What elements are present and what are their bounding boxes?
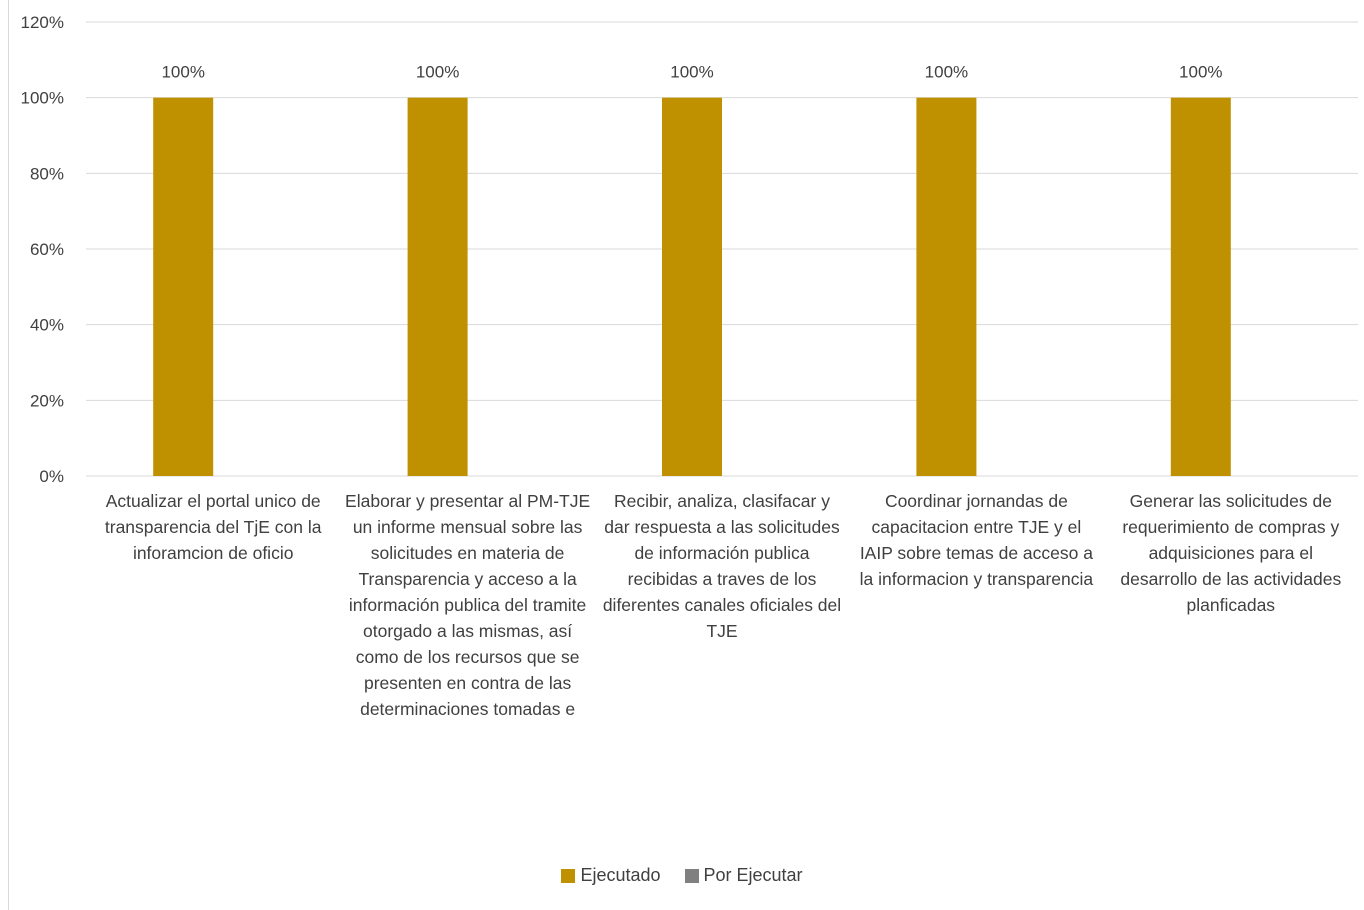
bar-ejecutado [916, 97, 977, 477]
legend-label: Ejecutado [580, 865, 661, 885]
y-tick-label: 60% [30, 240, 64, 259]
x-tick-label: Generar las solicitudes de requerimiento… [1120, 491, 1342, 615]
legend-item: Por Ejecutar [684, 865, 803, 886]
data-label: 100% [925, 63, 968, 82]
bar-ejecutado [662, 97, 722, 477]
y-tick-label: 20% [30, 391, 64, 410]
data-label: 100% [670, 63, 713, 82]
bar-ejecutado [407, 97, 468, 477]
bar-ejecutado [153, 97, 214, 477]
bar-ejecutado [1170, 97, 1231, 477]
x-tick-label: Elaborar y presentar al PM-TJE un inform… [345, 491, 591, 719]
legend: Ejecutado Por Ejecutar [0, 865, 1364, 886]
y-tick-label: 120% [21, 13, 64, 32]
y-tick-label: 40% [30, 316, 64, 335]
y-tick-label: 0% [39, 467, 64, 486]
data-label: 100% [1179, 63, 1222, 82]
x-tick-label: Actualizar el portal unico de transparen… [104, 491, 322, 563]
legend-item: Ejecutado [561, 865, 661, 886]
y-tick-label: 100% [21, 89, 64, 108]
x-tick-label: Recibir, analiza, clasifacar y dar respu… [602, 491, 842, 641]
legend-swatch [561, 868, 576, 883]
chart-frame-edge [8, 0, 9, 910]
data-label: 100% [416, 63, 459, 82]
legend-swatch [684, 868, 699, 883]
legend-label: Por Ejecutar [703, 865, 803, 885]
y-tick-label: 80% [30, 164, 64, 183]
x-tick-label: Coordinar jornandas de capacitacion entr… [859, 491, 1094, 589]
data-label: 100% [161, 63, 204, 82]
